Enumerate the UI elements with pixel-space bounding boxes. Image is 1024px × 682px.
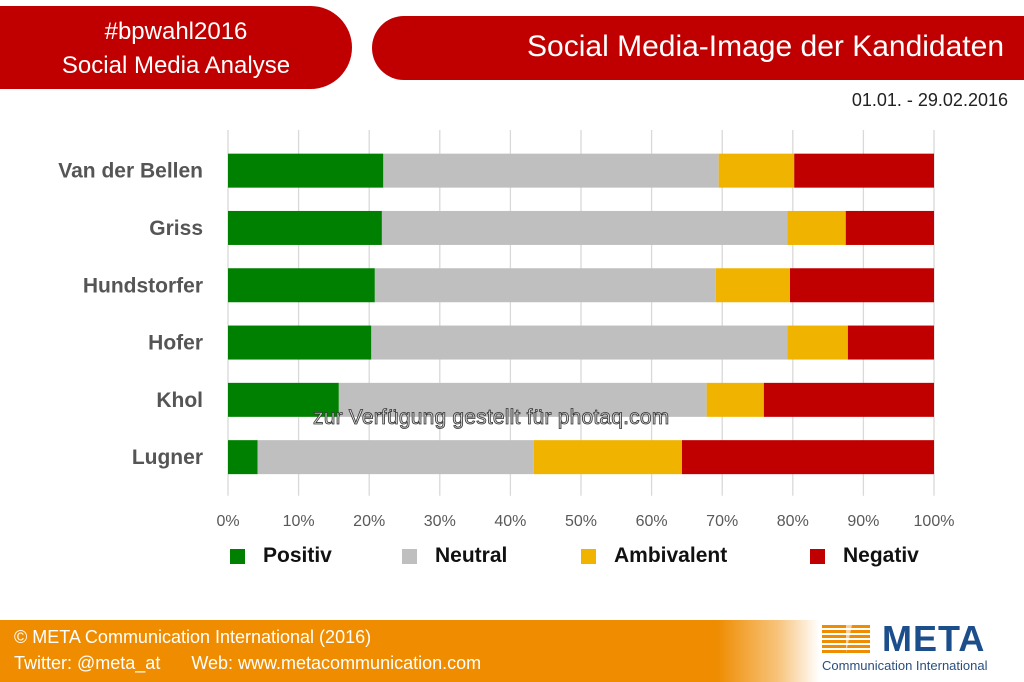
legend-item-positiv: Positiv — [230, 544, 332, 568]
legend-swatch-negativ — [810, 548, 825, 564]
category-labels: Van der Bellen Griss Hundstorfer Hofer Khol L… — [58, 160, 203, 470]
bar-segment-ambivalent — [533, 440, 682, 475]
analysis-subtitle: Social Media Analyse — [61, 52, 291, 79]
legend-item-neutral: Neutral — [402, 544, 507, 568]
bar-segment-neutral — [257, 440, 534, 475]
category-label: Lugner — [132, 446, 203, 469]
x-tick-label: 0% — [216, 513, 239, 530]
x-axis-tick-labels: 0% 10% 20% 30% 40% 50% 60% 70% 80% 90% 100% — [216, 513, 954, 530]
legend-swatch-positiv — [230, 548, 245, 564]
bar-segment-negativ — [794, 153, 934, 188]
stacked-bar-chart: Van der Bellen Griss Hundstorfer Hofer Khol L… — [58, 130, 954, 530]
hashtag-text: #bpwahl2016 — [104, 18, 248, 45]
title-banner: Social Media-Image der Kandidaten — [372, 16, 1024, 80]
copyright-text: © META Communication International (2016… — [14, 627, 372, 647]
twitter-handle[interactable]: Twitter: @meta_at — [14, 653, 161, 673]
date-range: 01.01. - 29.02.2016 — [851, 90, 1008, 110]
meta-logo: META Communication International — [820, 618, 1010, 678]
bar-segment-ambivalent — [787, 210, 846, 245]
bar-segment-positiv — [228, 210, 382, 245]
bar-segment-neutral — [371, 325, 788, 360]
x-tick-label: 60% — [636, 513, 668, 530]
category-label: Griss — [149, 217, 203, 240]
legend-swatch-neutral — [402, 548, 417, 564]
bar-segment-negativ — [847, 325, 934, 360]
x-tick-label: 70% — [706, 513, 738, 530]
bar-segment-ambivalent — [718, 153, 795, 188]
x-tick-label: 20% — [353, 513, 385, 530]
bar-segment-positiv — [228, 325, 372, 360]
bar-segment-positiv — [228, 440, 258, 475]
legend: Positiv Neutral Ambivalent Negativ — [0, 544, 1024, 576]
bar-segment-neutral — [374, 268, 716, 303]
gridlines — [227, 130, 935, 496]
bar-segment-negativ — [763, 382, 934, 417]
legend-label-neutral: Neutral — [435, 544, 508, 567]
bar-segment-ambivalent — [706, 382, 764, 417]
x-tick-label: 80% — [777, 513, 809, 530]
x-tick-label: 40% — [494, 513, 526, 530]
x-tick-label: 30% — [424, 513, 456, 530]
bar-segment-ambivalent — [715, 268, 790, 303]
bar-segment-neutral — [338, 382, 707, 417]
bar-segment-positiv — [228, 153, 384, 188]
watermark: zur Verfügung gestellt für photaq.com — [313, 406, 670, 430]
x-tick-label: 10% — [283, 513, 315, 530]
bars — [228, 153, 934, 475]
bar-segment-positiv — [228, 382, 339, 417]
category-label: Van der Bellen — [58, 160, 203, 183]
bar-segment-negativ — [681, 440, 934, 475]
legend-label-negativ: Negativ — [843, 544, 919, 567]
chart-title: Social Media-Image der Kandidaten — [527, 30, 1004, 63]
contact-line: Twitter: @meta_at Web: www.metacommunica… — [14, 653, 507, 674]
x-tick-label: 90% — [847, 513, 879, 530]
bar-segment-negativ — [845, 210, 934, 245]
legend-swatch-ambivalent — [581, 548, 596, 564]
logo-wordmark: META — [882, 618, 986, 659]
bar-segment-ambivalent — [787, 325, 848, 360]
category-label: Hofer — [148, 332, 203, 355]
category-label: Khol — [156, 389, 203, 412]
legend-item-negativ: Negativ — [810, 544, 919, 568]
legend-label-positiv: Positiv — [263, 544, 332, 567]
bar-segment-neutral — [383, 153, 719, 188]
legend-item-ambivalent: Ambivalent — [581, 544, 727, 568]
bar-segment-neutral — [381, 210, 788, 245]
x-tick-label: 100% — [914, 513, 955, 530]
category-label: Hundstorfer — [83, 274, 203, 297]
bar-segment-positiv — [228, 268, 375, 303]
hashtag-banner: #bpwahl2016 Social Media Analyse — [0, 6, 352, 89]
logo-subtitle: Communication International — [822, 658, 988, 673]
x-tick-label: 50% — [565, 513, 597, 530]
website-link[interactable]: Web: www.metacommunication.com — [191, 653, 482, 673]
legend-label-ambivalent: Ambivalent — [614, 544, 728, 567]
bar-segment-negativ — [789, 268, 934, 303]
book-logo-icon — [822, 625, 870, 653]
